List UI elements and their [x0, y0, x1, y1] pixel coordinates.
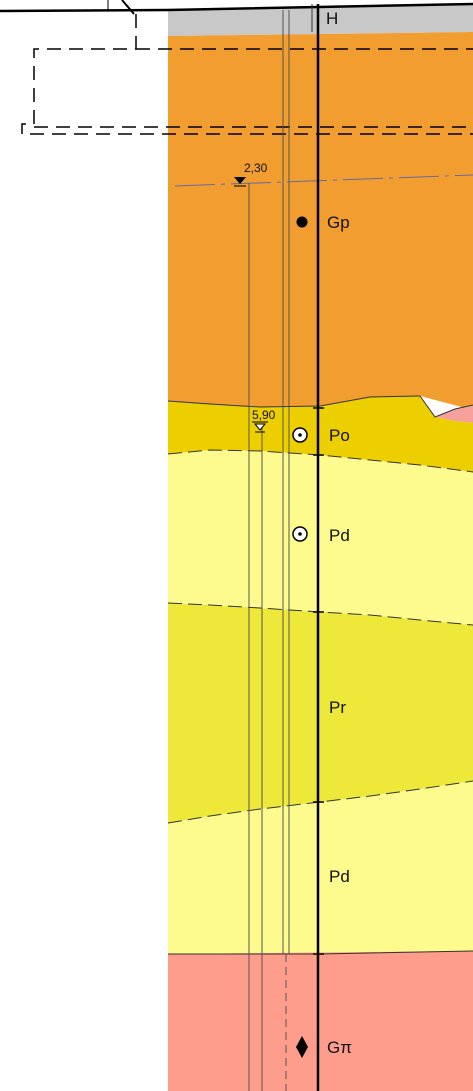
layer-pd-lower — [168, 781, 473, 954]
layer-label-pd-lower: Pd — [329, 867, 350, 886]
groundwater-level-1: 2,30 — [234, 161, 268, 187]
level-triangle-filled — [234, 177, 246, 184]
circle-dot-icon — [292, 526, 308, 542]
layer-lens — [435, 405, 473, 423]
layer-fill-top — [168, 4, 473, 36]
layer-label-pd-upper: Pd — [329, 526, 350, 545]
top-tick — [121, 0, 135, 15]
layer-po — [168, 396, 473, 472]
top-marker: H — [326, 9, 338, 28]
diamond-dot-icon — [296, 1036, 308, 1058]
boundary-lens — [419, 395, 473, 418]
groundwater-line — [174, 174, 473, 187]
boundary-pd-gpi — [168, 950, 473, 955]
level-value-1: 2,30 — [244, 161, 268, 175]
layer-gpi — [168, 951, 473, 1091]
level-triangle-open — [253, 423, 267, 431]
filled-dot-icon — [296, 216, 308, 228]
boundary-gp-po — [167, 395, 421, 408]
groundwater-level-2: 5,90 — [252, 408, 276, 433]
layer-pr — [168, 603, 473, 823]
layer-label-po: Po — [329, 426, 350, 445]
layer-gp — [168, 32, 473, 410]
level-value-2: 5,90 — [252, 408, 276, 422]
margin — [0, 0, 168, 1091]
layer-pd-upper — [168, 450, 473, 625]
layer-label-gpi: Gπ — [327, 1038, 352, 1057]
top-border — [0, 2, 473, 13]
layer-label-gp: Gp — [327, 213, 350, 232]
layer-label-pr: Pr — [329, 698, 346, 717]
circle-dot-icon — [292, 427, 308, 443]
